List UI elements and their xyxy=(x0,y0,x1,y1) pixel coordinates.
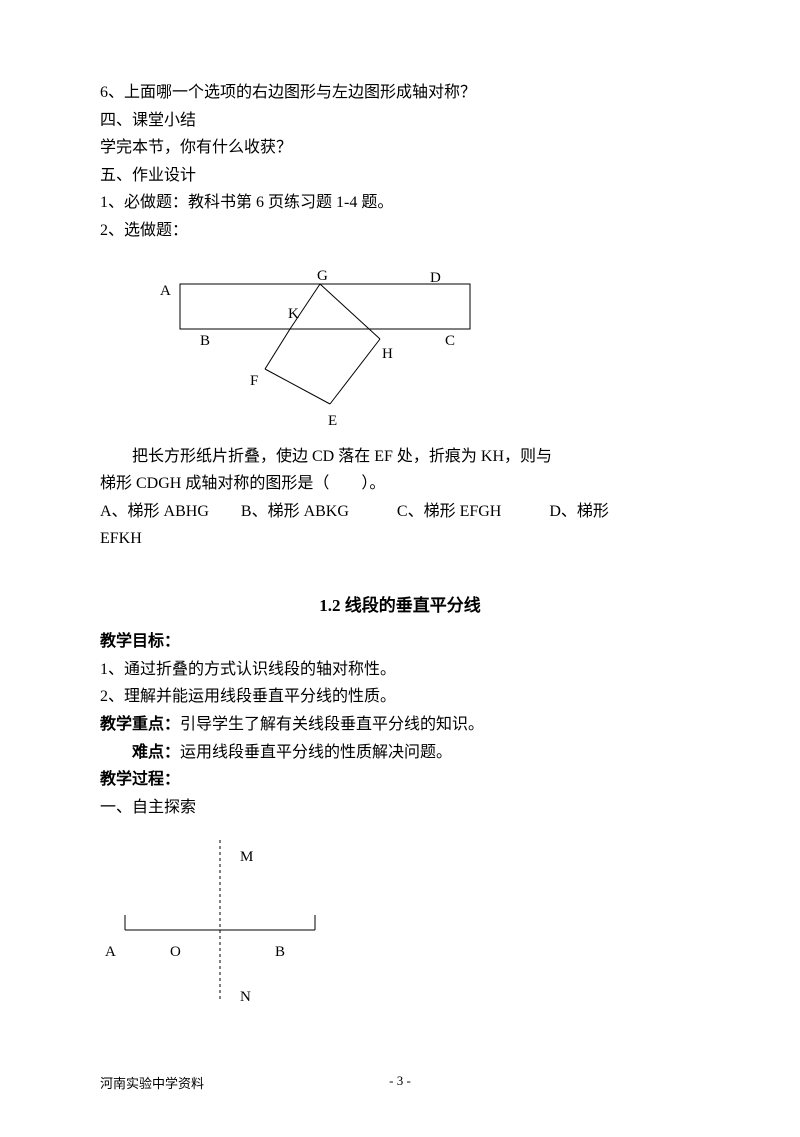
label-B: B xyxy=(275,940,285,964)
heading-text: 引导学生了解有关线段垂直平分线的知识。 xyxy=(180,716,484,733)
label-K: K xyxy=(288,302,299,326)
text-line: 一、自主探索 xyxy=(100,795,700,821)
text-line: 四、课堂小结 xyxy=(100,108,700,134)
text-line: 2、选做题： xyxy=(100,218,700,244)
label-H: H xyxy=(382,342,393,366)
geometry-diagram-1: A B C D E F G H K xyxy=(150,254,500,434)
question-options: A、梯形 ABHG B、梯形 ABKG C、梯形 EFGH D、梯形 xyxy=(100,499,700,525)
document-content: 6、上面哪一个选项的右边图形与左边图形成轴对称？ 四、课堂小结 学完本节，你有什… xyxy=(100,80,700,1010)
heading-text: 运用线段垂直平分线的性质解决问题。 xyxy=(180,744,452,761)
text-line: 1、必做题：教科书第 6 页练习题 1-4 题。 xyxy=(100,190,700,216)
label-F: F xyxy=(250,369,258,393)
label-G: G xyxy=(317,264,328,288)
text-line: 1、通过折叠的方式认识线段的轴对称性。 xyxy=(100,657,700,683)
text-line: 6、上面哪一个选项的右边图形与左边图形成轴对称？ xyxy=(100,80,700,106)
label-A: A xyxy=(160,279,171,303)
heading: 教学目标： xyxy=(100,629,700,655)
heading-label: 教学目标： xyxy=(100,633,180,650)
label-E: E xyxy=(328,409,337,433)
label-M: M xyxy=(240,845,253,869)
section-title: 1.2 线段的垂直平分线 xyxy=(100,592,700,619)
heading: 教学重点：引导学生了解有关线段垂直平分线的知识。 xyxy=(100,712,700,738)
label-D: D xyxy=(430,266,441,290)
text-line: 学完本节，你有什么收获？ xyxy=(100,135,700,161)
page-number: - 3 - xyxy=(300,1073,500,1092)
heading-label: 教学过程： xyxy=(100,771,180,788)
question-text: 梯形 CDGH 成轴对称的图形是（ ）。 xyxy=(100,471,700,497)
geometry-diagram-2: M N A B O xyxy=(100,830,380,1010)
label-O: O xyxy=(170,940,181,964)
label-B: B xyxy=(200,329,210,353)
label-N: N xyxy=(240,985,251,1009)
heading: 难点：运用线段垂直平分线的性质解决问题。 xyxy=(100,740,700,766)
page-footer: 河南实验中学资料 - 3 - xyxy=(100,1073,700,1092)
heading: 教学过程： xyxy=(100,767,700,793)
question-text: 把长方形纸片折叠，使边 CD 落在 EF 处，折痕为 KH，则与 xyxy=(100,444,700,470)
label-A: A xyxy=(105,940,116,964)
label-C: C xyxy=(445,329,455,353)
text-line: 五、作业设计 xyxy=(100,163,700,189)
footer-spacer xyxy=(500,1073,700,1092)
footer-source: 河南实验中学资料 xyxy=(100,1073,300,1092)
heading-label: 教学重点： xyxy=(100,716,180,733)
heading-label: 难点： xyxy=(132,744,180,761)
question-options: EFKH xyxy=(100,526,700,552)
text-line: 2、理解并能运用线段垂直平分线的性质。 xyxy=(100,684,700,710)
